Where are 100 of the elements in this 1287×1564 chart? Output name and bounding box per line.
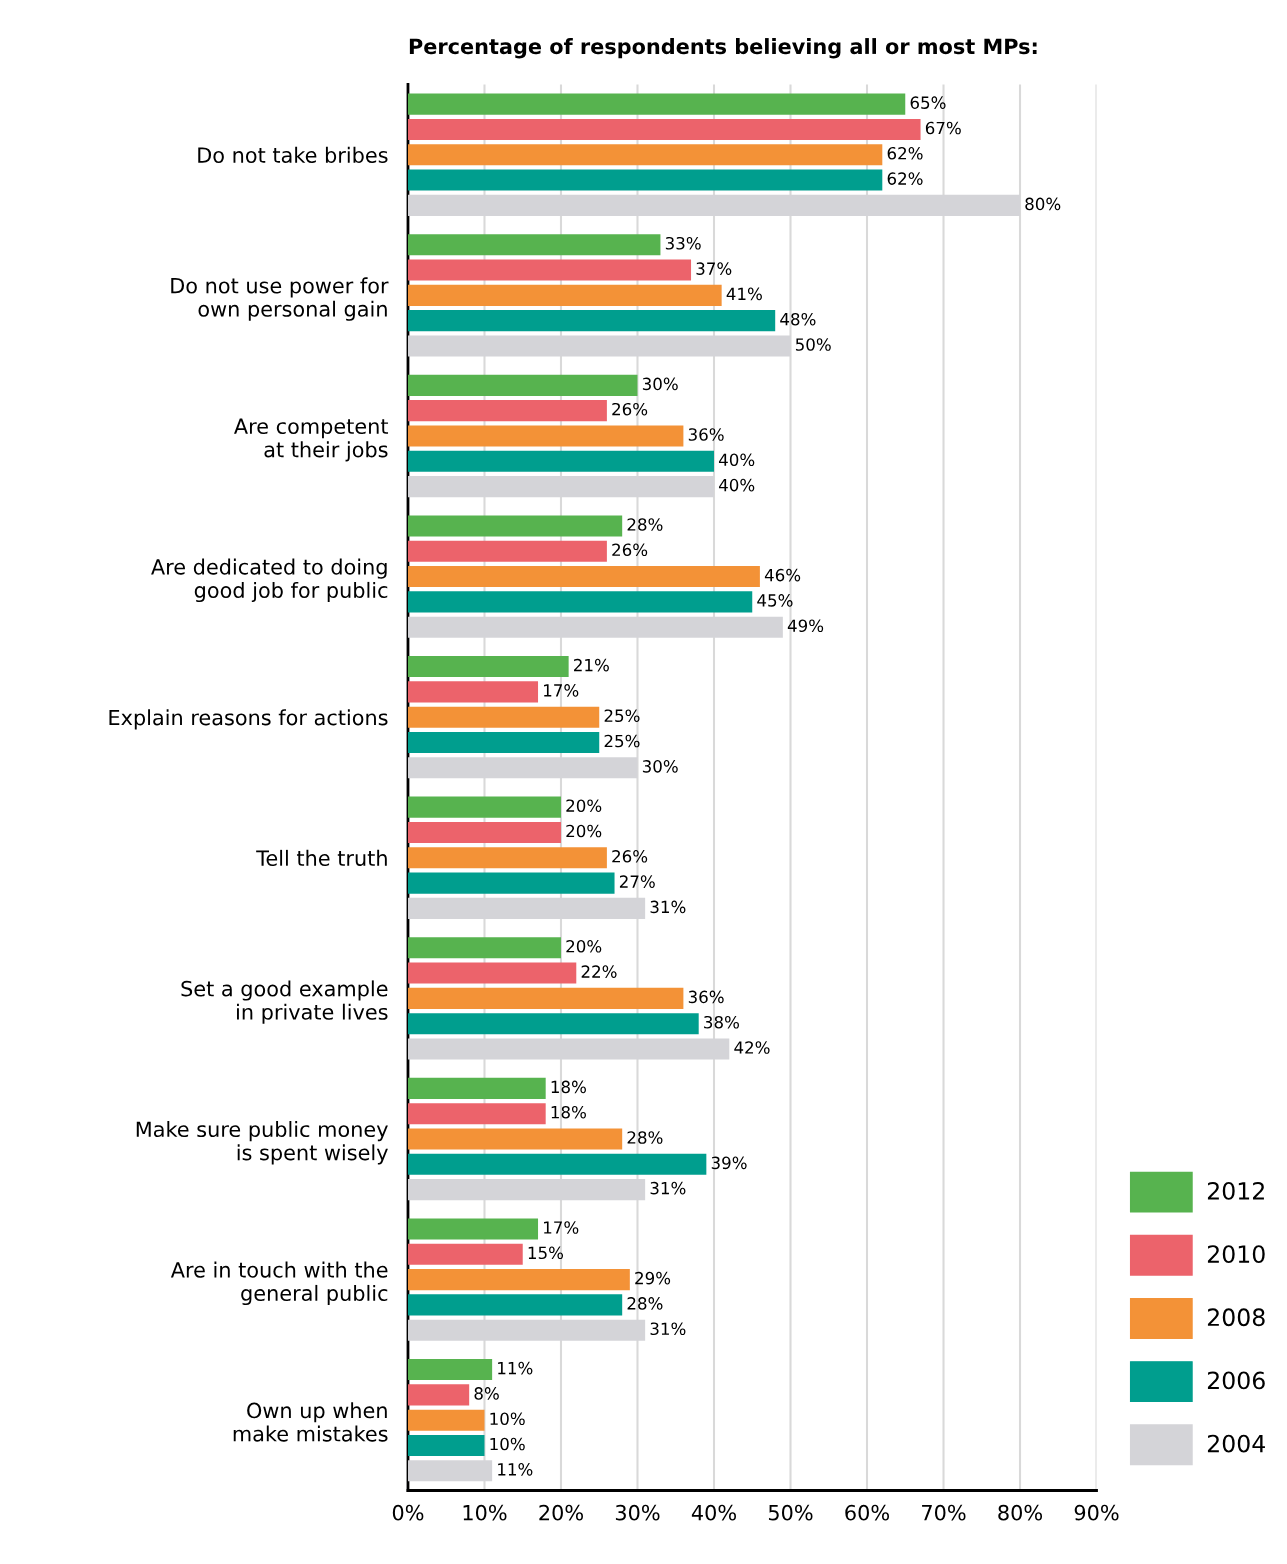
bar <box>407 591 753 613</box>
bar <box>407 872 615 894</box>
bar <box>407 1294 623 1316</box>
legend-label: 2010 <box>1207 1245 1265 1264</box>
data-label: 17% <box>544 684 579 697</box>
bar <box>407 169 883 191</box>
x-tick-label: 20% <box>539 1504 583 1521</box>
bar <box>407 566 760 588</box>
data-label: 28% <box>627 1131 663 1144</box>
data-label: 28% <box>627 1297 663 1310</box>
data-label: 31% <box>650 1181 686 1195</box>
bar <box>407 93 906 115</box>
data-label: 30% <box>642 377 678 391</box>
bar <box>407 400 607 422</box>
y-tick-label: Do not use power for own personal gain <box>171 277 389 321</box>
x-tick-label: 80% <box>998 1504 1043 1521</box>
bar <box>407 796 561 818</box>
data-label: 36% <box>688 428 724 441</box>
bar <box>407 310 776 332</box>
data-label: 42% <box>734 1041 770 1054</box>
bar <box>407 821 561 844</box>
legend-label: 2004 <box>1207 1434 1265 1453</box>
data-label: 62% <box>887 146 923 160</box>
y-tick-label: Make sure public money is spent wisely <box>136 1120 388 1165</box>
data-label: 50% <box>795 338 831 351</box>
bar <box>407 1384 470 1406</box>
data-label: 17% <box>544 1221 579 1234</box>
y-tick-label: Own up when make mistakes <box>233 1402 388 1442</box>
data-label: 36% <box>688 990 724 1004</box>
data-label: 26% <box>612 402 648 416</box>
data-label: 37% <box>696 262 732 275</box>
chart-title: Percentage of respondents believing all or most MPs: <box>409 38 1037 59</box>
data-label: 45% <box>757 594 793 607</box>
data-label: 10% <box>490 1412 525 1426</box>
bar <box>407 731 600 754</box>
data-label: 11% <box>498 1361 533 1375</box>
bar <box>407 656 569 678</box>
data-label: 65% <box>910 96 946 109</box>
bar <box>407 425 684 447</box>
y-tick-label: Explain reasons for actions <box>109 709 388 730</box>
data-label: 40% <box>718 478 755 492</box>
bar <box>407 987 684 1009</box>
data-label: 46% <box>764 568 801 582</box>
bar <box>407 1243 523 1265</box>
x-tick-label: 90% <box>1074 1504 1119 1521</box>
data-label: 26% <box>612 850 648 863</box>
data-label: 20% <box>566 939 602 953</box>
bar <box>407 118 921 140</box>
legend-label: 2008 <box>1207 1308 1265 1327</box>
bar <box>407 1013 699 1035</box>
data-label: 41% <box>726 287 762 301</box>
data-label: 11% <box>498 1463 533 1476</box>
data-label: 18% <box>551 1080 586 1094</box>
data-label: 20% <box>566 799 602 812</box>
bar <box>407 937 561 959</box>
bar <box>407 1434 485 1457</box>
data-label: 31% <box>650 900 686 914</box>
bar <box>407 681 539 703</box>
y-tick-label: Are dedicated to doing good job for public <box>151 558 388 603</box>
data-label: 22% <box>581 965 617 978</box>
data-label: 48% <box>780 312 816 326</box>
bar <box>407 515 623 537</box>
data-label: 25% <box>604 709 640 723</box>
data-label: 39% <box>711 1156 747 1170</box>
data-label: 30% <box>642 760 678 773</box>
bar <box>407 1128 623 1150</box>
bar <box>407 374 638 396</box>
data-label: 67% <box>925 121 961 135</box>
x-tick-label: 50% <box>768 1504 813 1521</box>
bar <box>407 1218 539 1240</box>
data-label: 8% <box>474 1387 499 1400</box>
y-tick-label: Tell the truth <box>256 849 387 866</box>
bar <box>407 234 661 256</box>
data-label: 29% <box>635 1271 671 1285</box>
x-tick-label: 70% <box>922 1504 966 1521</box>
bar <box>407 962 577 984</box>
bar <box>407 144 883 166</box>
data-label: 18% <box>551 1105 586 1119</box>
bar <box>407 540 607 562</box>
data-label: 25% <box>604 734 640 748</box>
data-label: 15% <box>528 1246 564 1260</box>
data-label: 27% <box>619 875 655 888</box>
bar <box>407 259 692 281</box>
bar <box>407 1153 707 1175</box>
bar <box>407 1103 546 1125</box>
bar <box>407 1409 485 1431</box>
data-label: 26% <box>612 543 648 557</box>
x-tick-label: 30% <box>615 1504 660 1521</box>
data-label: 28% <box>627 518 663 531</box>
bar <box>407 284 722 306</box>
x-tick-label: 40% <box>691 1504 736 1521</box>
y-tick-label: Do not take bribes <box>198 146 388 163</box>
data-label: 38% <box>704 1015 739 1029</box>
y-tick-label: Are in touch with the general public <box>170 1261 388 1306</box>
data-label: 62% <box>887 172 923 185</box>
data-label: 20% <box>566 824 602 838</box>
data-label: 49% <box>787 619 824 633</box>
bar <box>407 1269 630 1291</box>
bar <box>407 706 600 728</box>
data-label: 21% <box>574 658 609 672</box>
